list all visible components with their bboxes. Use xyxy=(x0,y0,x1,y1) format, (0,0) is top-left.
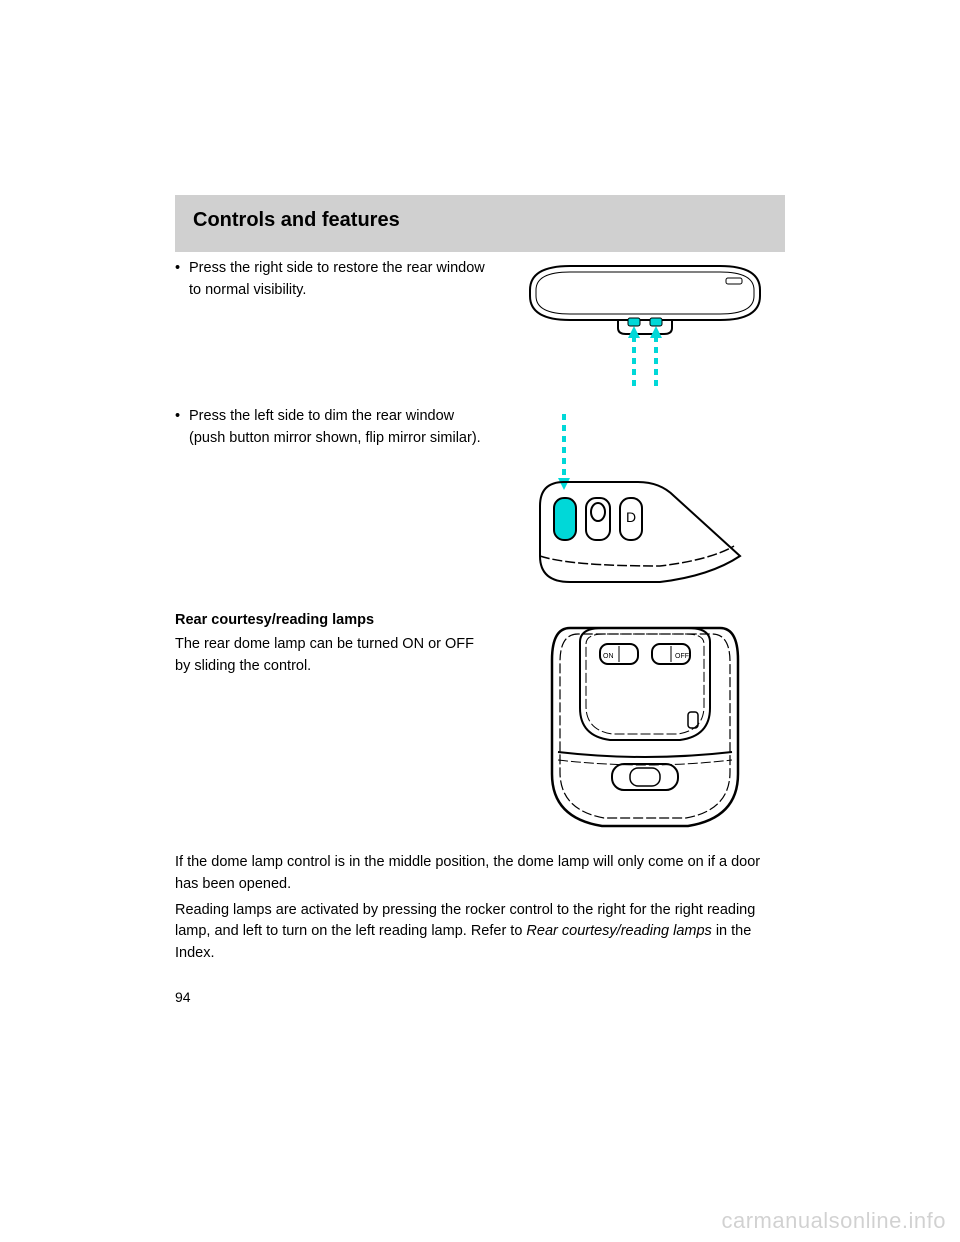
paragraph: If the dome lamp control is in the middl… xyxy=(175,852,785,896)
paragraph: The rear dome lamp can be turned ON or O… xyxy=(175,634,493,678)
para-text-em: Rear courtesy/reading lamps xyxy=(526,923,711,939)
section-dim-window: • Press the left side to dim the rear wi… xyxy=(175,406,785,596)
section-restore-visibility: • Press the right side to restore the re… xyxy=(175,258,785,398)
diagram-column xyxy=(505,258,785,398)
dome-lamp-diagram: ON OFF xyxy=(530,604,760,844)
subheading: Rear courtesy/reading lamps xyxy=(175,610,493,632)
section-header-bar: Controls and features xyxy=(175,195,785,252)
bullet-item: • Press the right side to restore the re… xyxy=(175,258,493,302)
section-title: Controls and features xyxy=(193,209,767,232)
on-label: ON xyxy=(603,653,614,660)
bullet-text: Press the right side to restore the rear… xyxy=(189,258,493,302)
diagram-column: ON OFF xyxy=(505,604,785,844)
bullet-glyph: • xyxy=(175,406,189,450)
diagram-column: D xyxy=(505,406,785,596)
text-column: Rear courtesy/reading lamps The rear dom… xyxy=(175,604,505,677)
text-column: • Press the left side to dim the rear wi… xyxy=(175,406,505,454)
section-description: If the dome lamp control is in the middl… xyxy=(175,852,785,965)
bullet-text: Press the left side to dim the rear wind… xyxy=(189,406,493,450)
watermark: carmanualsonline.info xyxy=(721,1208,946,1234)
text-column: • Press the right side to restore the re… xyxy=(175,258,505,306)
page-number: 94 xyxy=(175,989,785,1005)
mirror-front-diagram xyxy=(510,258,780,398)
d-label: D xyxy=(626,509,636,525)
off-label: OFF xyxy=(675,653,689,660)
section-courtesy-lamps: Rear courtesy/reading lamps The rear dom… xyxy=(175,604,785,844)
mirror-button-diagram: D xyxy=(510,406,780,596)
bullet-item: • Press the left side to dim the rear wi… xyxy=(175,406,493,450)
bullet-glyph: • xyxy=(175,258,189,302)
paragraph: Reading lamps are activated by pressing … xyxy=(175,900,785,965)
manual-page: Controls and features • Press the right … xyxy=(175,195,785,1005)
